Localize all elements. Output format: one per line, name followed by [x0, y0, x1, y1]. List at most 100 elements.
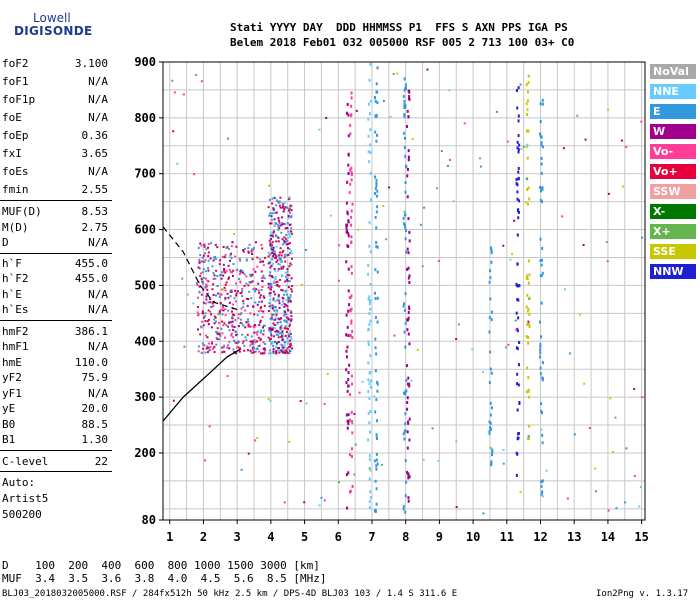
echo-point	[259, 296, 262, 299]
echo-point	[407, 476, 410, 480]
echo-point	[218, 295, 221, 298]
echo-point	[375, 502, 378, 506]
echo-point	[463, 122, 466, 125]
echo-point	[540, 156, 543, 160]
x-tick-label: 15	[634, 530, 648, 544]
echo-point	[284, 310, 287, 313]
echo-point	[270, 332, 273, 335]
echo-point	[527, 80, 530, 84]
echo-point	[206, 336, 209, 339]
echo-point	[488, 381, 491, 385]
echo-point	[213, 346, 216, 349]
echo-point	[272, 251, 275, 254]
echo-point	[448, 89, 451, 92]
echo-point	[290, 319, 293, 322]
echo-point	[256, 333, 259, 336]
echo-point	[267, 262, 270, 265]
echo-point	[279, 247, 282, 250]
echo-point	[540, 162, 543, 166]
echo-point	[272, 322, 275, 325]
echo-point	[277, 217, 280, 220]
echo-point	[407, 155, 410, 159]
echo-point	[607, 509, 610, 512]
echo-point	[270, 286, 273, 289]
echo-point	[288, 252, 291, 255]
echo-point	[323, 499, 326, 502]
echo-point	[482, 370, 485, 373]
echo-point	[284, 260, 287, 263]
echo-point	[278, 318, 281, 321]
echo-point	[235, 269, 238, 272]
echo-point	[268, 302, 271, 305]
echo-point	[283, 303, 286, 306]
echo-point	[349, 182, 352, 186]
echo-point	[207, 269, 210, 272]
echo-point	[200, 272, 203, 275]
echo-point	[272, 297, 275, 300]
echo-point	[283, 305, 286, 308]
echo-point	[375, 458, 378, 462]
echo-point	[198, 260, 201, 263]
echo-point	[373, 459, 376, 463]
echo-point	[212, 259, 215, 262]
echo-point	[253, 347, 256, 350]
echo-point	[407, 376, 410, 380]
echo-point	[228, 347, 231, 350]
echo-point	[285, 316, 288, 319]
echo-point	[541, 376, 544, 380]
echo-point	[539, 372, 542, 376]
echo-point	[408, 382, 411, 386]
param-he: h`E N/A	[2, 288, 108, 303]
echo-point	[250, 335, 253, 338]
echo-point	[220, 277, 223, 280]
echo-point	[286, 337, 289, 340]
echo-point	[283, 236, 286, 239]
param-value: N/A	[88, 165, 108, 178]
echo-point	[517, 86, 520, 90]
param-fxi: fxI 3.65	[2, 147, 108, 162]
echo-point	[227, 309, 230, 312]
echo-point	[375, 245, 378, 249]
echo-point	[405, 480, 408, 484]
echo-point	[374, 316, 377, 320]
echo-point	[436, 187, 439, 190]
echo-point	[258, 344, 261, 347]
echo-point	[588, 426, 591, 429]
echo-point	[256, 256, 259, 259]
echo-point	[440, 150, 443, 153]
echo-point	[299, 399, 302, 402]
echo-point	[204, 252, 207, 255]
echo-point	[271, 304, 274, 307]
echo-point	[351, 422, 354, 425]
echo-point	[232, 339, 235, 342]
param-mufd: MUF(D) 8.53	[2, 205, 108, 220]
echo-point	[203, 243, 206, 246]
echo-point	[516, 106, 519, 110]
echo-point	[282, 202, 285, 205]
echo-point	[208, 425, 211, 428]
echo-point	[540, 484, 543, 488]
echo-point	[527, 335, 530, 339]
echo-point	[526, 202, 529, 206]
echo-point	[526, 366, 529, 370]
echo-point	[215, 336, 218, 339]
echo-point	[346, 426, 349, 430]
echo-point	[212, 347, 215, 350]
footer-version: Ion2Png v. 1.3.17	[596, 589, 689, 599]
echo-point	[404, 105, 407, 109]
echo-point	[227, 278, 230, 281]
echo-point	[204, 285, 207, 288]
echo-point	[269, 298, 272, 301]
echo-point	[489, 297, 492, 301]
echo-point	[541, 258, 544, 262]
echo-point	[279, 196, 282, 199]
echo-point	[252, 345, 255, 348]
param-value: N/A	[88, 287, 108, 301]
echo-point	[234, 341, 237, 344]
echo-point	[408, 342, 411, 346]
echo-point	[349, 489, 352, 493]
echo-point	[408, 417, 411, 421]
echo-point	[404, 237, 407, 241]
echo-point	[539, 102, 542, 106]
echo-point	[406, 328, 409, 332]
